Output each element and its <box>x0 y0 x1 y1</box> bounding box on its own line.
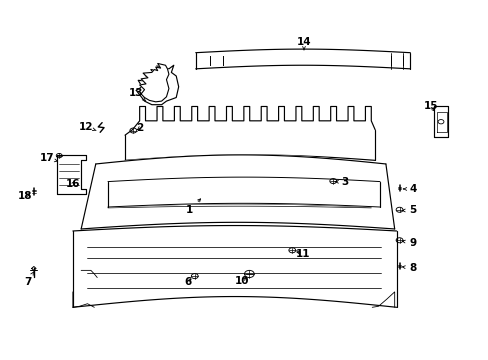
Text: 9: 9 <box>402 238 415 248</box>
Polygon shape <box>81 155 394 229</box>
Polygon shape <box>73 226 396 307</box>
Text: 1: 1 <box>186 199 200 216</box>
Polygon shape <box>140 63 168 102</box>
Polygon shape <box>57 155 85 194</box>
Text: 16: 16 <box>65 179 80 189</box>
Text: 14: 14 <box>296 37 311 50</box>
Text: 3: 3 <box>334 177 347 187</box>
Text: 7: 7 <box>24 272 34 287</box>
Polygon shape <box>125 107 374 160</box>
Text: 11: 11 <box>295 248 309 258</box>
Text: 10: 10 <box>234 276 249 286</box>
Text: 5: 5 <box>402 206 415 216</box>
Polygon shape <box>108 177 379 207</box>
Text: 15: 15 <box>423 102 437 112</box>
Text: 6: 6 <box>184 277 192 287</box>
Text: 17: 17 <box>40 153 58 163</box>
Text: 12: 12 <box>79 122 96 132</box>
Text: 13: 13 <box>129 88 145 101</box>
Text: 8: 8 <box>402 263 415 273</box>
Text: 2: 2 <box>136 123 143 133</box>
Text: 4: 4 <box>403 184 416 194</box>
Polygon shape <box>136 65 178 105</box>
Polygon shape <box>433 107 447 137</box>
Text: 18: 18 <box>18 191 32 201</box>
